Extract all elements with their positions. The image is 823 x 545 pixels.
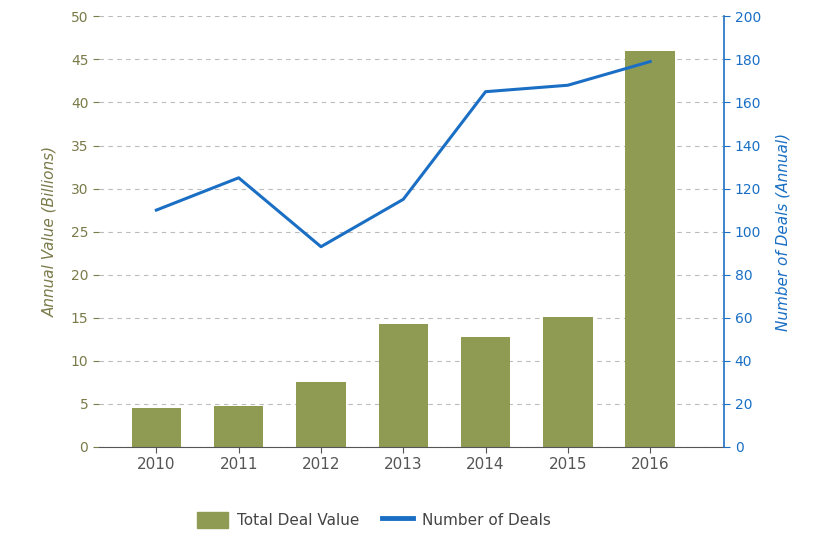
Bar xyxy=(625,51,675,447)
Bar xyxy=(543,317,593,447)
Bar xyxy=(379,324,428,447)
Legend: Total Deal Value, Number of Deals: Total Deal Value, Number of Deals xyxy=(191,506,557,534)
Bar xyxy=(296,383,346,447)
Bar xyxy=(461,337,510,447)
Bar xyxy=(132,408,181,447)
Bar xyxy=(214,405,263,447)
Y-axis label: Annual Value (Billions): Annual Value (Billions) xyxy=(42,146,57,317)
Y-axis label: Number of Deals (Annual): Number of Deals (Annual) xyxy=(775,132,790,331)
